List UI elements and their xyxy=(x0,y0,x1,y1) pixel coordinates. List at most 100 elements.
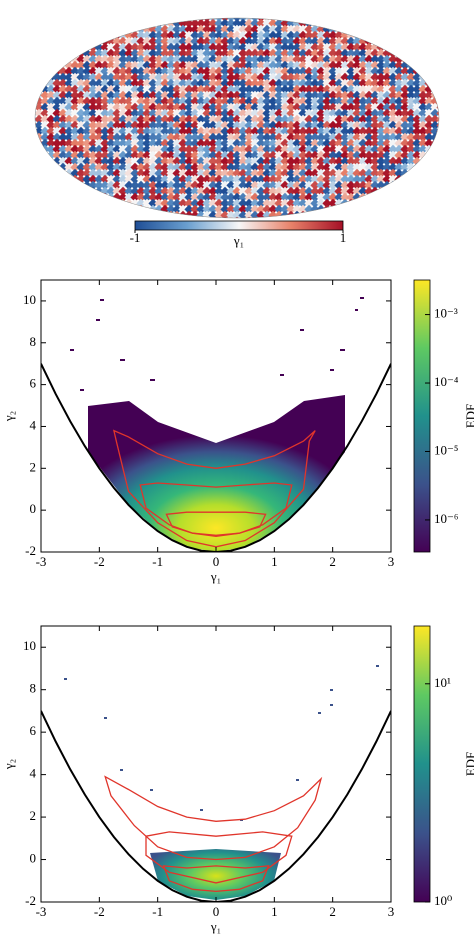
map-pixel xyxy=(124,168,134,178)
map-pixel xyxy=(268,192,278,202)
map-pixel xyxy=(76,54,86,64)
map-pixel xyxy=(340,18,350,28)
map-pixel xyxy=(274,114,284,124)
y-tick-label: 2 xyxy=(30,459,37,474)
map-pixel xyxy=(124,114,134,124)
map-pixel xyxy=(202,132,212,142)
map-pixel xyxy=(64,216,74,218)
map-pixel xyxy=(322,108,332,118)
map-pixel xyxy=(214,42,224,52)
map-pixel xyxy=(124,162,134,172)
map-pixel xyxy=(382,114,392,124)
map-pixel xyxy=(232,138,242,148)
map-pixel xyxy=(220,132,230,142)
map-pixel xyxy=(310,30,320,40)
map-pixel xyxy=(202,186,212,196)
map-pixel xyxy=(232,78,242,88)
map-pixel xyxy=(154,66,164,76)
map-pixel xyxy=(298,126,308,136)
map-pixel xyxy=(418,120,428,130)
map-pixel xyxy=(160,186,170,196)
map-pixel xyxy=(394,210,404,218)
map-pixel xyxy=(214,30,224,40)
map-pixel xyxy=(106,54,116,64)
map-pixel xyxy=(76,36,86,46)
map-pixel xyxy=(166,138,176,148)
map-pixel xyxy=(220,18,230,28)
map-pixel xyxy=(214,78,224,88)
map-pixel xyxy=(442,43,451,52)
map-pixel xyxy=(250,78,260,88)
map-pixel xyxy=(64,108,74,118)
map-pixel xyxy=(118,198,128,208)
map-pixel xyxy=(112,162,122,172)
map-pixel xyxy=(142,120,152,130)
map-pixel xyxy=(154,60,164,70)
map-pixel xyxy=(232,132,242,142)
map-pixel xyxy=(46,120,56,130)
map-pixel xyxy=(52,42,62,52)
map-pixel xyxy=(298,48,308,58)
map-pixel xyxy=(112,216,122,218)
map-pixel xyxy=(136,36,146,46)
map-pixel xyxy=(352,96,362,106)
map-pixel xyxy=(226,36,236,46)
map-pixel xyxy=(388,60,398,70)
map-pixel xyxy=(406,168,416,178)
map-pixel xyxy=(118,150,128,160)
map-pixel xyxy=(220,24,230,34)
map-pixel xyxy=(100,54,110,64)
map-pixel xyxy=(172,144,182,154)
map-pixel xyxy=(148,90,158,100)
map-pixel xyxy=(58,210,68,218)
map-pixel xyxy=(130,168,140,178)
map-pixel xyxy=(268,150,278,160)
map-pixel xyxy=(190,30,200,40)
map-pixel xyxy=(310,144,320,154)
map-pixel xyxy=(232,168,242,178)
map-pixel xyxy=(292,102,302,112)
map-pixel xyxy=(82,42,92,52)
map-pixel xyxy=(274,120,284,130)
map-pixel xyxy=(340,54,350,64)
map-pixel xyxy=(406,90,416,100)
map-pixel xyxy=(304,180,314,190)
map-pixel xyxy=(214,18,224,28)
map-pixel xyxy=(346,120,356,130)
map-pixel xyxy=(142,132,152,142)
map-pixel xyxy=(316,210,326,218)
map-pixel xyxy=(106,138,116,148)
map-pixel xyxy=(442,55,451,64)
map-pixel xyxy=(382,54,392,64)
map-pixel xyxy=(310,78,320,88)
map-pixel xyxy=(250,54,260,64)
map-pixel xyxy=(352,180,362,190)
map-pixel xyxy=(184,198,194,208)
map-pixel xyxy=(436,24,439,34)
map-pixel xyxy=(244,90,254,100)
map-pixel xyxy=(184,114,194,124)
y-axis-label: γ₂ xyxy=(1,411,16,422)
map-pixel xyxy=(274,66,284,76)
map-pixel xyxy=(400,24,410,34)
map-pixel xyxy=(124,108,134,118)
map-pixel xyxy=(238,24,248,34)
contour xyxy=(112,429,316,548)
map-pixel xyxy=(298,114,308,124)
map-pixel xyxy=(376,78,386,88)
map-pixel xyxy=(154,150,164,160)
map-pixel xyxy=(190,198,200,208)
map-pixel xyxy=(118,54,128,64)
map-pixel xyxy=(382,156,392,166)
map-pixel xyxy=(148,72,158,82)
map-pixel xyxy=(268,204,278,214)
map-pixel xyxy=(52,60,62,70)
map-pixel xyxy=(202,138,212,148)
map-pixel xyxy=(280,144,290,154)
map-pixel xyxy=(118,66,128,76)
map-pixel xyxy=(35,114,44,124)
map-pixel xyxy=(148,198,158,208)
map-pixel xyxy=(220,138,230,148)
map-pixel xyxy=(208,48,218,58)
map-pixel xyxy=(424,54,434,64)
